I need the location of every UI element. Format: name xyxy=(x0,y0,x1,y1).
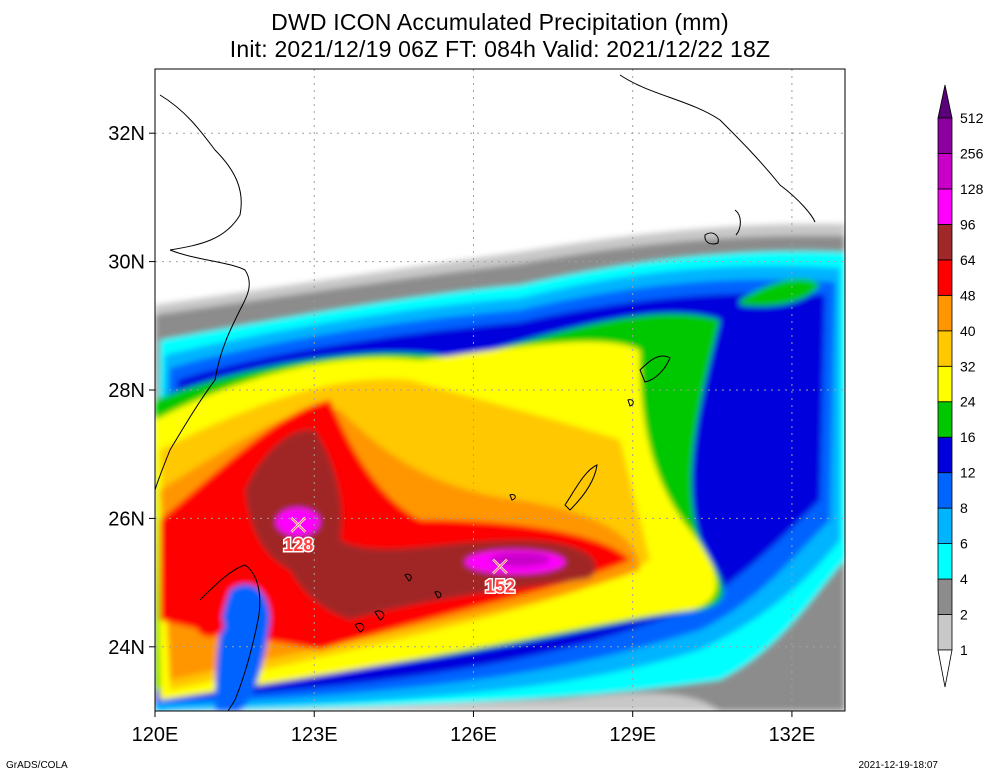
x-tick-label: 123E xyxy=(291,724,338,746)
y-tick-label: 26N xyxy=(108,508,145,530)
y-tick-label: 30N xyxy=(108,252,145,274)
colorbar-swatch xyxy=(937,365,953,403)
footer-timestamp: 2021-12-19-18:07 xyxy=(858,760,938,771)
x-axis-ticks: 120E 123E 126E 129E 132E xyxy=(132,711,816,746)
colorbar-level-label: 4 xyxy=(960,571,968,587)
colorbar-bottom-arrow xyxy=(937,649,953,688)
max-marker-label: 128 xyxy=(283,535,313,555)
colorbar-swatch xyxy=(937,507,953,544)
colorbar-level-label: 64 xyxy=(960,252,976,268)
colorbar-level-label: 48 xyxy=(960,287,976,303)
colorbar-swatch xyxy=(937,153,953,190)
x-tick-label: 126E xyxy=(450,724,497,746)
colorbar-swatch xyxy=(937,117,953,154)
colorbar-level-label: 16 xyxy=(960,429,976,445)
colorbar-swatch xyxy=(937,614,953,651)
colorbar-swatch xyxy=(937,223,953,261)
colorbar-swatch xyxy=(937,401,953,438)
colorbar-level-label: 12 xyxy=(960,465,976,481)
map-subtitle: Init: 2021/12/19 06Z FT: 084h Valid: 202… xyxy=(229,36,771,62)
colorbar-level-label: 40 xyxy=(960,323,976,339)
colorbar-swatch xyxy=(937,578,953,615)
y-tick-label: 28N xyxy=(108,380,145,402)
map-title: DWD ICON Accumulated Precipitation (mm) xyxy=(271,9,729,35)
x-tick-label: 132E xyxy=(769,724,816,746)
colorbar-level-label: 128 xyxy=(960,181,984,197)
colorbar-top-arrow xyxy=(937,84,953,119)
colorbar-level-label: 256 xyxy=(960,145,984,161)
colorbar-level-label: 6 xyxy=(960,536,968,552)
colorbar-level-label: 2 xyxy=(960,607,968,623)
colorbar-level-label: 96 xyxy=(960,216,976,232)
x-tick-label: 120E xyxy=(132,724,179,746)
colorbar-swatch xyxy=(937,543,953,580)
y-tick-label: 32N xyxy=(108,123,145,145)
x-tick-label: 129E xyxy=(609,724,656,746)
max-marker: 128 xyxy=(282,516,315,556)
colorbar-level-label: 24 xyxy=(960,394,976,410)
colorbar-swatch xyxy=(937,436,953,474)
colorbar-swatch xyxy=(937,259,953,296)
colorbar-swatch xyxy=(937,330,953,367)
colorbar-level-label: 32 xyxy=(960,358,976,374)
colorbar-swatch xyxy=(937,294,953,332)
colorbar-level-label: 1 xyxy=(960,642,968,658)
colorbar-swatch xyxy=(937,188,953,225)
colorbar-swatch xyxy=(937,472,953,509)
y-axis-ticks: 24N 26N 28N 30N 32N xyxy=(108,123,155,659)
colorbar-level-label: 8 xyxy=(960,500,968,516)
colorbar-level-label: 512 xyxy=(960,110,984,126)
max-marker: 152 xyxy=(483,558,517,598)
footer-credit: GrADS/COLA xyxy=(6,760,68,771)
map-plot-area: 128 152 xyxy=(155,69,845,711)
y-tick-label: 24N xyxy=(108,637,145,659)
max-marker-label: 152 xyxy=(485,577,515,597)
